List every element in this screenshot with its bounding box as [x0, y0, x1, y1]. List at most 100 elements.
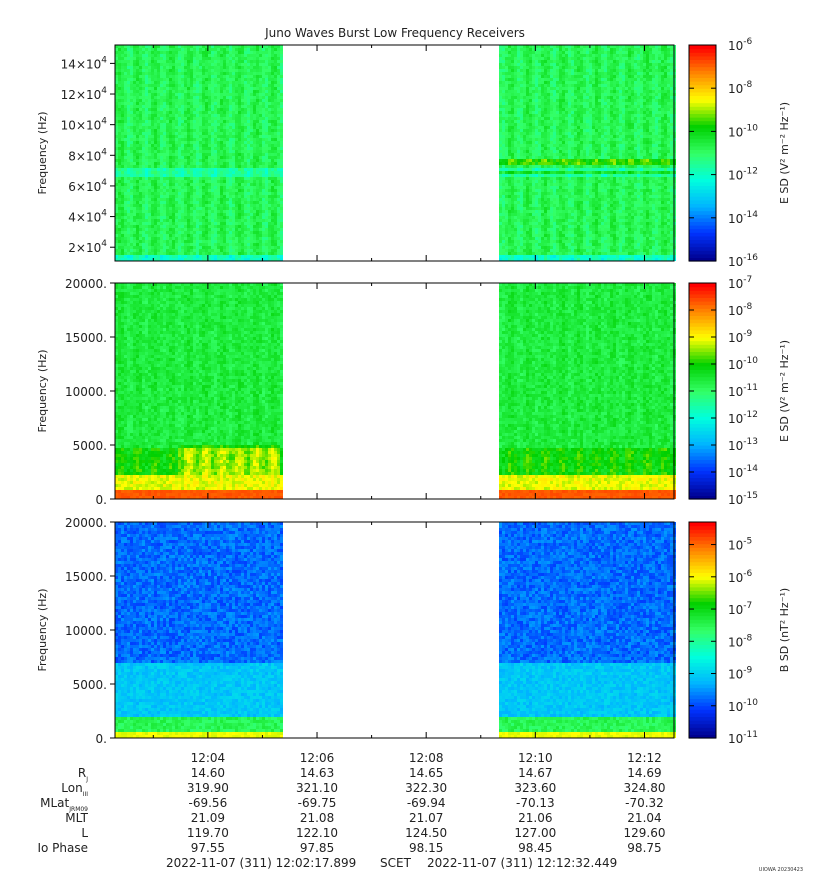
- colorbar-tick-label: 10-10: [728, 698, 758, 714]
- y-axis-title: Frequency (Hz): [36, 350, 49, 433]
- ephemeris-value: 98.75: [627, 841, 661, 855]
- colorbar-tick-label: 10-9: [728, 329, 753, 345]
- colorbar-tick-label: 10-12: [728, 167, 758, 183]
- colorbar-title: B SD (nT² Hz⁻¹): [778, 588, 791, 672]
- time-range-footer: 2022-11-07 (311) 12:02:17.899 SCET 2022-…: [0, 856, 815, 874]
- ephemeris-value: 98.15: [409, 841, 443, 855]
- ephemeris-value: 319.90: [187, 781, 229, 795]
- time-axis: 12:04 12:06 12:08 12:10 12:12: [191, 751, 662, 765]
- ephemeris-value: 14.60: [191, 766, 225, 780]
- spectrogram-panel-middle: 0.5000.10000.15000.20000.Frequency (Hz)1…: [36, 275, 791, 507]
- ephemeris-value: 97.55: [191, 841, 225, 855]
- spectrogram-cells: [115, 522, 676, 738]
- colorbar-tick-label: 10-8: [728, 302, 753, 318]
- x-tick-label: 12:12: [627, 751, 662, 765]
- y-tick-label: 20000.: [65, 516, 107, 530]
- ephemeris-value: -69.75: [298, 796, 337, 810]
- ephemeris-row-label: L: [81, 826, 88, 840]
- colorbar-tick-label: 10-6: [728, 569, 753, 585]
- colorbar-tick-label: 10-16: [728, 253, 758, 269]
- colorbar-bottom: 10-5 10-6 10-7 10-8 10-9 10-10 10-11 B SD (nT² …: [689, 522, 791, 746]
- y-axis-title: Frequency (Hz): [36, 112, 49, 195]
- ephemeris-value: 21.04: [627, 811, 661, 825]
- ephemeris-value: 98.45: [518, 841, 552, 855]
- colorbar-tick-label: 10-8: [728, 633, 753, 649]
- spectrogram-cells: [115, 283, 676, 499]
- ephemeris-value: 14.67: [518, 766, 552, 780]
- y-tick-label: 5000.: [73, 678, 107, 692]
- y-axis-middle: 0.5000.10000.15000.20000.: [65, 277, 115, 507]
- colorbar-tick-label: 10-9: [728, 666, 753, 682]
- y-axis-title: Frequency (Hz): [36, 589, 49, 672]
- y-axis-bottom: 0. 5000. 10000. 15000. 20000.: [65, 516, 115, 746]
- ephemeris-value: 119.70: [187, 826, 229, 840]
- y-axis-top: 2×104 4×104 6×104 8×104 10×104 12×104 14×104: [61, 55, 115, 255]
- colorbar-tick-label: 10-11: [728, 730, 758, 746]
- colorbar-tick-label: 10-13: [728, 437, 758, 453]
- ephemeris-value: -70.32: [625, 796, 664, 810]
- colorbar-top: 10-6 10-8 10-10 10-12 10-14 10-16 E SD (V² m⁻²…: [689, 37, 791, 269]
- y-tick-label: 4×104: [68, 209, 107, 225]
- x-tick-label: 12:04: [191, 751, 226, 765]
- figure-title: Juno Waves Burst Low Frequency Receivers: [264, 26, 525, 40]
- colorbar-tick-label: 10-6: [728, 37, 753, 53]
- ephemeris-row-label: MLT: [65, 811, 88, 825]
- ephemeris-value: 97.85: [300, 841, 334, 855]
- ephemeris-value: 321.10: [296, 781, 338, 795]
- ephemeris-value: 21.07: [409, 811, 443, 825]
- ephemeris-value: 21.06: [518, 811, 552, 825]
- ephemeris-value: 324.80: [623, 781, 665, 795]
- ephemeris-value: 14.69: [627, 766, 661, 780]
- start-time: 2022-11-07 (311) 12:02:17.899: [166, 856, 356, 870]
- ephemeris-value: 124.50: [405, 826, 447, 840]
- ephemeris-value: 322.30: [405, 781, 447, 795]
- ephemeris-value: -69.94: [407, 796, 446, 810]
- ephemeris-value: -70.13: [516, 796, 555, 810]
- ephemeris-value: 14.65: [409, 766, 443, 780]
- ephemeris-table: RJ 14.60 14.63 14.65 14.67 14.69LonIII 319.90 3…: [37, 766, 665, 855]
- y-tick-label: 14×104: [61, 55, 108, 71]
- x-tick-label: 12:08: [409, 751, 444, 765]
- y-tick-label: 6×104: [68, 178, 107, 194]
- x-tick-label: 12:10: [518, 751, 553, 765]
- colorbar-middle: 10-7 10-8 10-9 10-10 10-11 10-12 10-13 10-14 10-…: [689, 275, 791, 507]
- y-tick-label: 0.: [96, 732, 107, 746]
- y-tick-label: 20000.: [65, 277, 107, 291]
- x-tick-label: 12:06: [300, 751, 335, 765]
- ephemeris-value: 129.60: [623, 826, 665, 840]
- y-tick-label: 10000.: [65, 624, 107, 638]
- colorbar-tick-label: 10-5: [728, 537, 752, 553]
- colorbar-tick-label: 10-15: [728, 491, 758, 507]
- y-tick-label: 10×104: [61, 117, 108, 133]
- y-tick-label: 0.: [96, 493, 107, 507]
- colorbar-tick-label: 10-14: [728, 210, 758, 226]
- ephemeris-value: 122.10: [296, 826, 338, 840]
- y-tick-label: 15000.: [65, 570, 107, 584]
- y-tick-label: 2×104: [68, 239, 107, 255]
- spectrogram-panel-bottom: 0. 5000. 10000. 15000. 20000. Frequency (Hz) 1…: [36, 516, 791, 746]
- colorbar-tick-label: 10-7: [728, 275, 752, 291]
- colorbar-tick-label: 10-10: [728, 356, 758, 372]
- ephemeris-value: 21.09: [191, 811, 225, 825]
- end-time: 2022-11-07 (311) 12:12:32.449: [427, 856, 617, 870]
- colorbar-tick-label: 10-8: [728, 80, 753, 96]
- y-tick-label: 10000.: [65, 385, 107, 399]
- time-system: SCET: [380, 856, 411, 870]
- y-tick-label: 12×104: [61, 86, 108, 102]
- ephemeris-value: -69.56: [189, 796, 228, 810]
- y-tick-label: 8×104: [68, 147, 107, 163]
- colorbar-tick-label: 10-10: [728, 123, 758, 139]
- ephemeris-row-label: Io Phase: [37, 841, 88, 855]
- ephemeris-value: 21.08: [300, 811, 334, 825]
- credit-stamp: UIOWA 20230423: [759, 867, 803, 873]
- ephemeris-value: 127.00: [514, 826, 556, 840]
- colorbar-tick-label: 10-7: [728, 601, 752, 617]
- ephemeris-value: 323.60: [514, 781, 556, 795]
- colorbar-title: E SD (V² m⁻² Hz⁻¹): [778, 102, 791, 204]
- colorbar-tick-label: 10-11: [728, 383, 758, 399]
- colorbar-title: E SD (V² m⁻² Hz⁻¹): [778, 340, 791, 442]
- colorbar-tick-label: 10-12: [728, 410, 758, 426]
- colorbar-tick-label: 10-14: [728, 464, 758, 480]
- ephemeris-value: 14.63: [300, 766, 334, 780]
